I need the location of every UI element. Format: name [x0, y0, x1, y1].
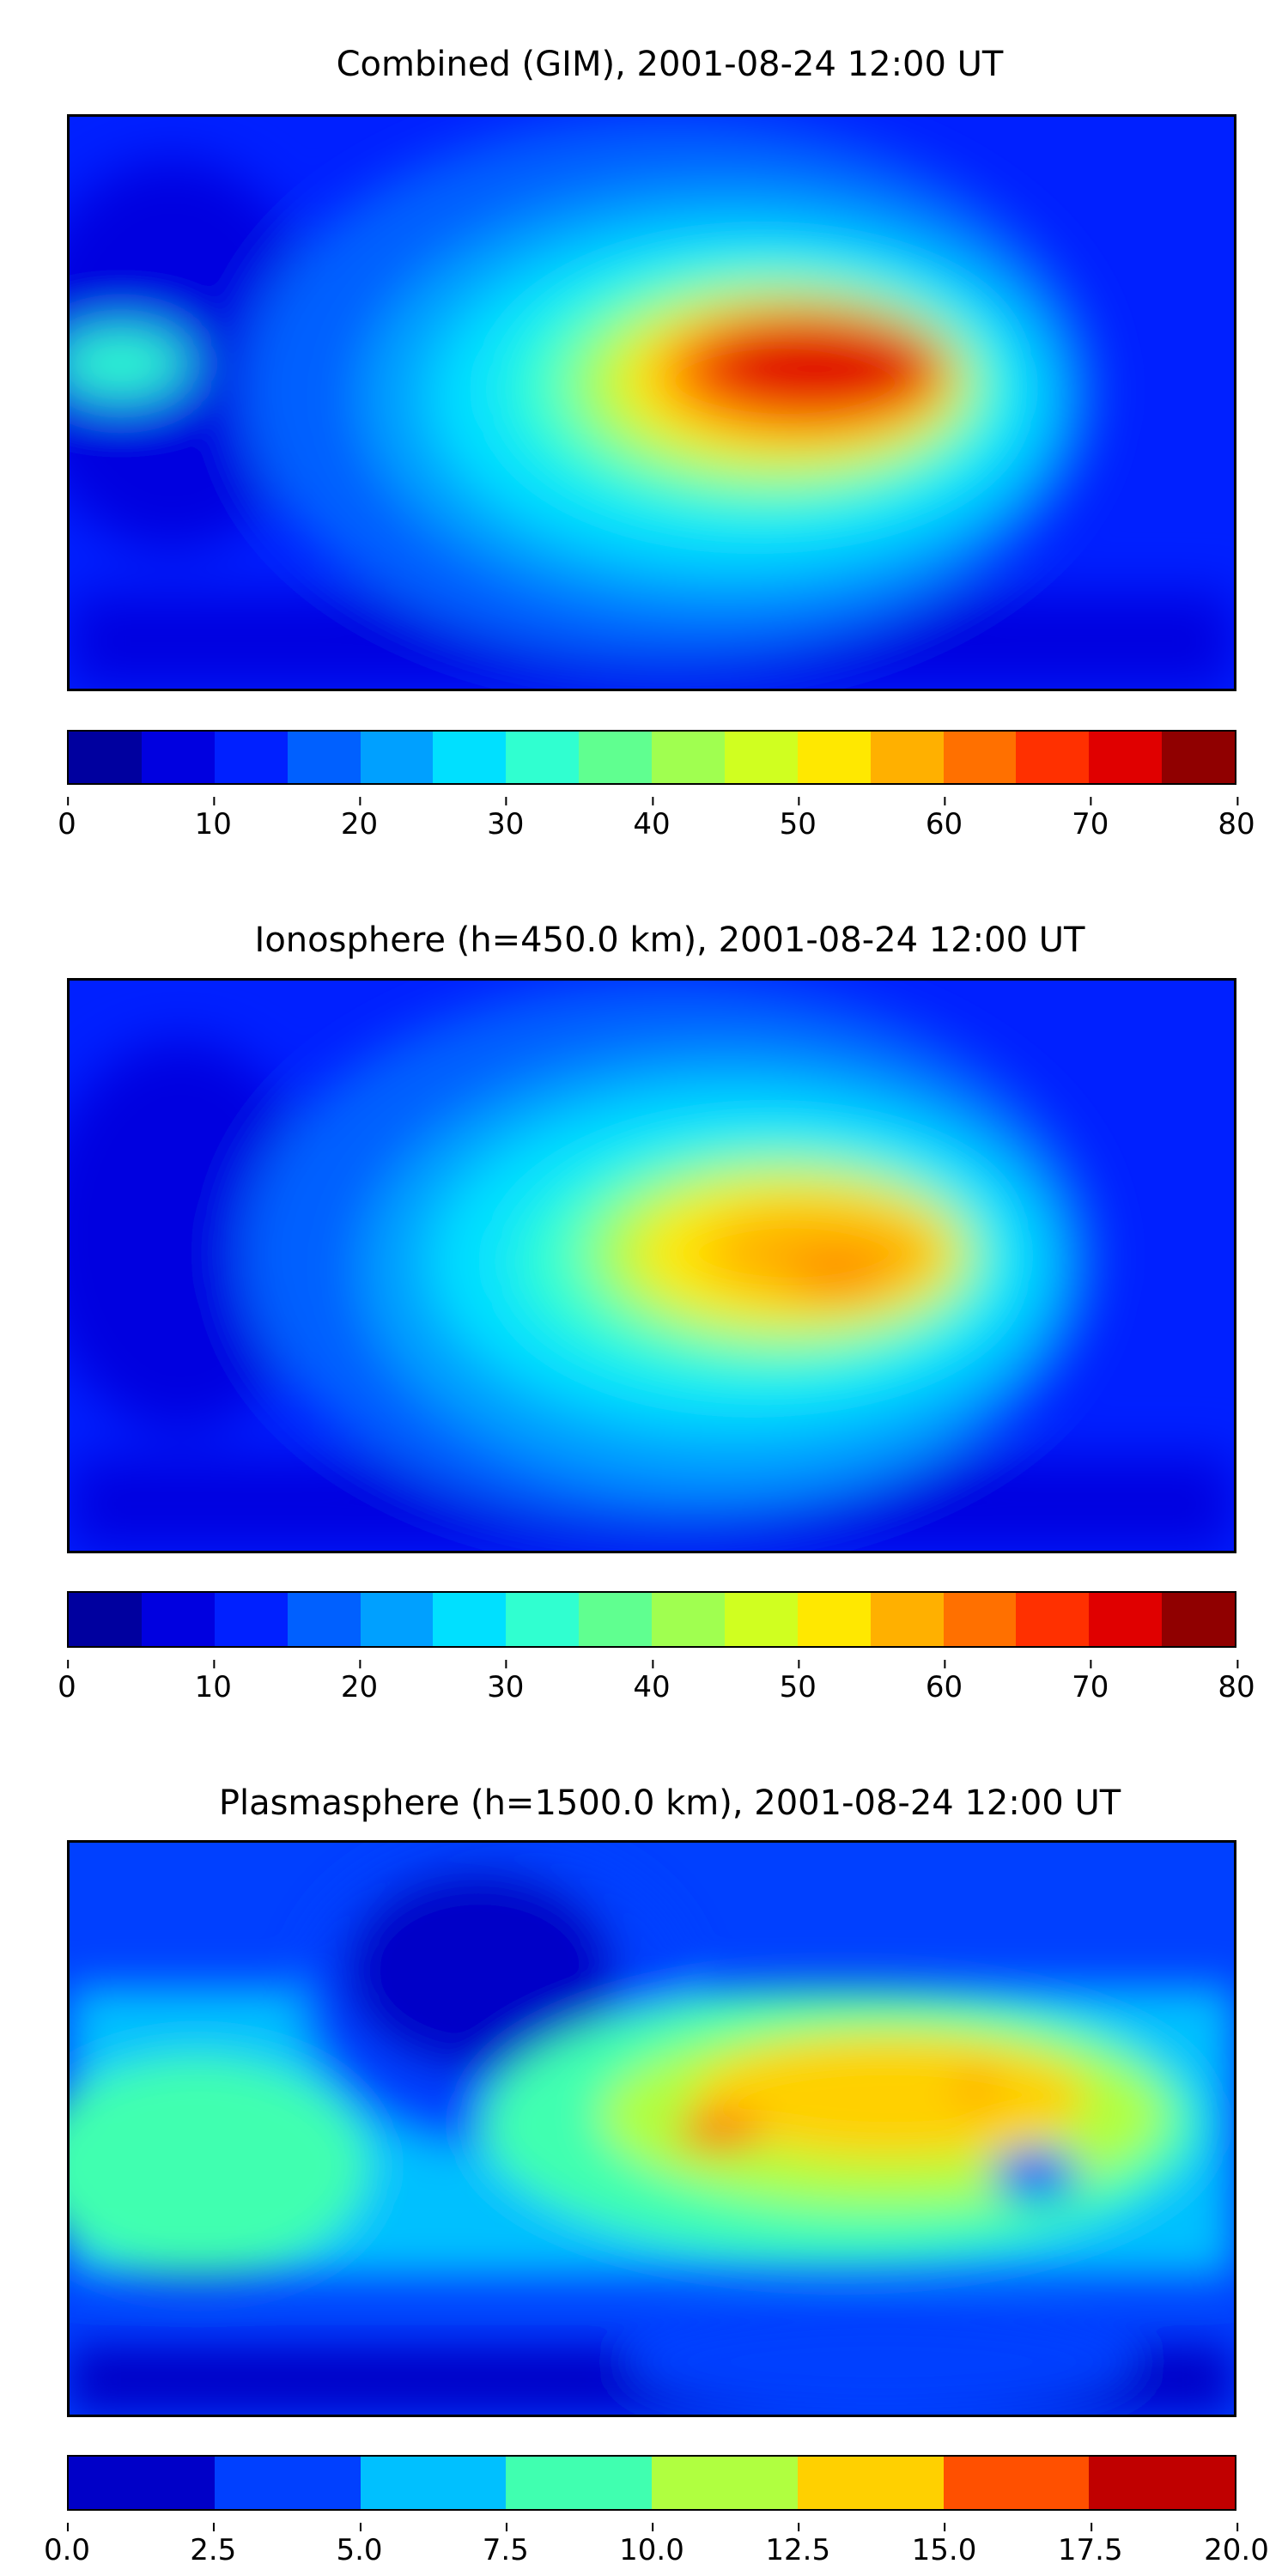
colorbar-segment — [579, 1593, 652, 1646]
panel-2-colorbar-ticks: 0 10 20 30 40 50 60 70 80 — [58, 1660, 1255, 1713]
colorbar-segment — [724, 1593, 798, 1646]
tec-contour-map — [70, 117, 1234, 689]
colorbar-tick-label: 70 — [1072, 797, 1109, 841]
colorbar-segment — [360, 1593, 434, 1646]
colorbar-tick-label: 0.0 — [43, 2523, 91, 2567]
colorbar-tick-label: 80 — [1218, 1660, 1255, 1704]
colorbar-tick-label: 60 — [925, 797, 963, 841]
colorbar-tick-label: 7.5 — [482, 2523, 529, 2567]
colorbar-segment — [214, 732, 288, 783]
colorbar-segment — [141, 732, 215, 783]
colorbar-tick-label: 2.5 — [190, 2523, 237, 2567]
colorbar-segment — [943, 2457, 1090, 2509]
colorbar-tick-label: 0 — [58, 1660, 76, 1704]
colorbar-tick-label: 30 — [487, 1660, 525, 1704]
colorbar-segment — [870, 732, 944, 783]
colorbar-segment — [1089, 1593, 1163, 1646]
colorbar-segment — [943, 1593, 1017, 1646]
colorbar-segment — [360, 2457, 507, 2509]
colorbar-segment — [724, 732, 798, 783]
colorbar-segment — [214, 2457, 361, 2509]
colorbar-segment — [214, 1593, 288, 1646]
colorbar-tick-label: 10.0 — [619, 2523, 684, 2567]
colorbar-segment — [652, 1593, 725, 1646]
colorbar-tick-label: 80 — [1218, 797, 1255, 841]
colorbar-segment — [69, 2457, 215, 2509]
colorbar-segment — [433, 732, 507, 783]
panel-1-map — [67, 114, 1236, 691]
tec-contour-map — [70, 981, 1234, 1551]
colorbar-tick-label: 20.0 — [1204, 2523, 1269, 2567]
colorbar-tick-label: 10 — [194, 1660, 232, 1704]
colorbar-segment — [943, 732, 1017, 783]
colorbar-tick-label: 50 — [779, 797, 817, 841]
colorbar-tick-label: 40 — [633, 797, 671, 841]
colorbar-segment — [69, 732, 142, 783]
colorbar-tick-label: 12.5 — [765, 2523, 831, 2567]
panel-1-title: Combined (GIM), 2001-08-24 12:00 UT — [336, 45, 1004, 84]
colorbar-segment — [1016, 1593, 1090, 1646]
colorbar-segment — [870, 1593, 944, 1646]
colorbar-segment — [652, 2457, 798, 2509]
colorbar-segment — [506, 732, 580, 783]
tec-contour-map — [70, 1843, 1234, 2415]
panel-2-colorbar — [67, 1591, 1236, 1648]
colorbar-segment — [1089, 2457, 1235, 2509]
colorbar-segment — [506, 1593, 580, 1646]
colorbar-tick-label: 30 — [487, 797, 525, 841]
colorbar-tick-label: 20 — [340, 1660, 379, 1704]
colorbar-segment — [797, 1593, 871, 1646]
colorbar-segment — [1016, 732, 1090, 783]
colorbar-tick-label: 50 — [779, 1660, 817, 1704]
colorbar-tick-label: 40 — [633, 1660, 671, 1704]
colorbar-segment — [287, 1593, 361, 1646]
panel-2-title: Ionosphere (h=450.0 km), 2001-08-24 12:0… — [254, 920, 1085, 960]
panel-3-map — [67, 1840, 1236, 2417]
colorbar-segment — [579, 732, 652, 783]
panel-3-colorbar-ticks: 0.0 2.5 5.0 7.5 10.0 12.5 15.0 17.5 20.0 — [44, 2523, 1269, 2576]
colorbar-segment — [506, 2457, 652, 2509]
colorbar-segment — [433, 1593, 507, 1646]
colorbar-segment — [1162, 732, 1235, 783]
panel-3-title: Plasmasphere (h=1500.0 km), 2001-08-24 1… — [218, 1783, 1121, 1823]
colorbar-segment — [797, 2457, 944, 2509]
colorbar-segment — [1089, 732, 1163, 783]
colorbar-segment — [69, 1593, 142, 1646]
colorbar-segment — [1162, 1593, 1235, 1646]
panel-2-map — [67, 978, 1236, 1553]
colorbar-tick-label: 10 — [194, 797, 232, 841]
colorbar-tick-label: 17.5 — [1057, 2523, 1123, 2567]
colorbar-tick-label: 70 — [1072, 1660, 1109, 1704]
colorbar-segment — [797, 732, 871, 783]
colorbar-segment — [287, 732, 361, 783]
colorbar-tick-label: 20 — [340, 797, 379, 841]
panel-1-colorbar — [67, 730, 1236, 785]
colorbar-segment — [652, 732, 725, 783]
colorbar-tick-label: 5.0 — [336, 2523, 383, 2567]
colorbar-segment — [141, 1593, 215, 1646]
colorbar-tick-label: 0 — [58, 797, 76, 841]
colorbar-tick-label: 60 — [925, 1660, 963, 1704]
panel-1-colorbar-ticks: 0 10 20 30 40 50 60 70 80 — [58, 797, 1255, 850]
colorbar-segment — [360, 732, 434, 783]
colorbar-tick-label: 15.0 — [911, 2523, 977, 2567]
panel-3-colorbar — [67, 2455, 1236, 2511]
